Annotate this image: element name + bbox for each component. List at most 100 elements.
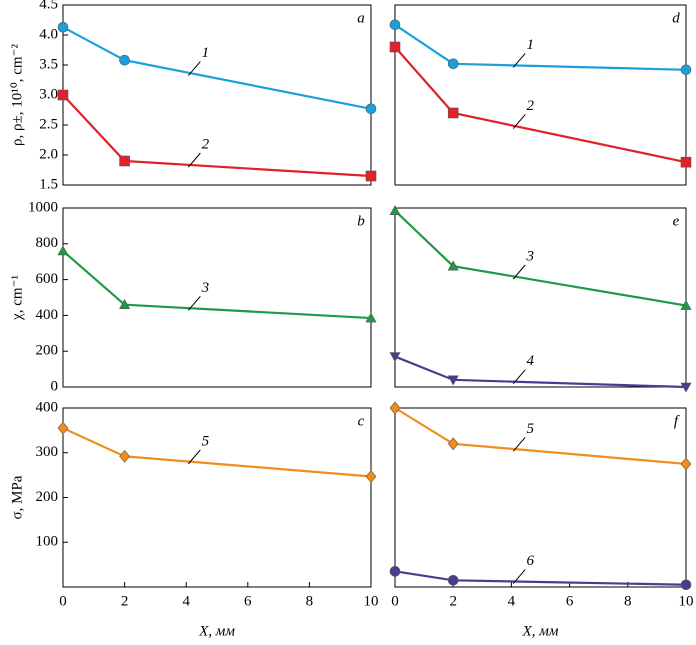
marker bbox=[680, 64, 692, 76]
curve-label: 3 bbox=[525, 248, 534, 264]
marker bbox=[680, 156, 692, 168]
marker bbox=[680, 457, 692, 471]
marker bbox=[447, 437, 459, 451]
y-tick-label: 2.0 bbox=[39, 146, 58, 162]
curve-label-leader bbox=[187, 61, 201, 76]
y-tick-label: 4.5 bbox=[39, 0, 58, 12]
y-tick-label: 600 bbox=[36, 271, 59, 287]
y-tick-label: 400 bbox=[36, 399, 59, 415]
curve-label-leader bbox=[187, 449, 201, 465]
plot-frame bbox=[62, 407, 372, 588]
x-tick-label: 4 bbox=[508, 593, 516, 609]
series-line bbox=[62, 94, 372, 178]
marker bbox=[447, 58, 459, 70]
marker bbox=[680, 382, 692, 393]
marker bbox=[389, 566, 401, 577]
y-tick-label: 300 bbox=[36, 444, 59, 460]
series-line bbox=[394, 23, 687, 71]
curve-label-leader bbox=[512, 569, 526, 584]
x-tick-label: 4 bbox=[182, 593, 190, 609]
curve-label: 1 bbox=[202, 45, 210, 61]
marker bbox=[447, 107, 459, 119]
y-axis-label: σ, MPa bbox=[9, 475, 25, 519]
marker bbox=[680, 299, 692, 310]
curve-label: 2 bbox=[526, 98, 534, 114]
marker bbox=[57, 421, 69, 435]
panel-letter: e bbox=[673, 213, 680, 229]
marker bbox=[365, 312, 377, 323]
x-tick-label: 0 bbox=[59, 593, 67, 609]
curve-label: 2 bbox=[202, 137, 210, 153]
curve-label: 4 bbox=[526, 353, 534, 369]
y-tick-label: 200 bbox=[36, 343, 59, 359]
y-tick-label: 400 bbox=[36, 307, 59, 323]
curve-label-leader bbox=[512, 53, 526, 68]
y-tick-label: 1000 bbox=[28, 199, 58, 215]
panel-letter: c bbox=[358, 413, 365, 429]
y-axis-label: ρ, ρ±, 10¹⁰, cm⁻² bbox=[9, 44, 25, 146]
panel-letter: d bbox=[672, 10, 680, 26]
x-axis-label: X, мм bbox=[198, 623, 235, 639]
marker bbox=[365, 469, 377, 483]
marker bbox=[57, 245, 69, 256]
curve-label-leader bbox=[512, 437, 526, 452]
curve-label: 5 bbox=[202, 433, 210, 449]
curve-label: 1 bbox=[526, 37, 534, 53]
x-tick-label: 10 bbox=[679, 593, 694, 609]
panel-letter: b bbox=[357, 213, 365, 229]
marker bbox=[447, 375, 459, 386]
curve-label: 6 bbox=[526, 553, 534, 569]
y-tick-label: 200 bbox=[36, 489, 59, 505]
series-line bbox=[394, 209, 687, 307]
curve-label-leader bbox=[512, 369, 526, 385]
series-line bbox=[62, 250, 372, 320]
plot-frame bbox=[394, 407, 687, 588]
y-tick-label: 100 bbox=[36, 534, 59, 550]
marker bbox=[389, 352, 401, 363]
marker bbox=[119, 299, 131, 309]
y-tick-label: 4.0 bbox=[39, 26, 58, 42]
curve-label: 5 bbox=[526, 421, 534, 437]
marker bbox=[57, 89, 69, 101]
x-tick-label: 6 bbox=[566, 593, 574, 609]
plot-frame bbox=[394, 4, 687, 186]
series-line bbox=[62, 427, 372, 478]
marker bbox=[447, 574, 459, 586]
marker bbox=[119, 54, 130, 66]
y-axis-label: χ, cm⁻¹ bbox=[9, 275, 25, 321]
plot-frame bbox=[62, 4, 372, 186]
curve-label-leader bbox=[512, 114, 526, 129]
marker bbox=[57, 21, 69, 33]
curve-label: 3 bbox=[201, 280, 210, 296]
y-tick-label: 0 bbox=[51, 378, 59, 394]
curve-label-leader bbox=[187, 152, 201, 168]
y-tick-label: 2.5 bbox=[39, 116, 58, 132]
x-tick-label: 0 bbox=[391, 593, 399, 609]
series-line bbox=[394, 46, 687, 164]
marker bbox=[389, 401, 401, 415]
x-tick-label: 8 bbox=[624, 593, 632, 609]
marker bbox=[680, 579, 692, 591]
marker bbox=[365, 170, 377, 182]
y-tick-label: 1.5 bbox=[39, 176, 58, 192]
series-line bbox=[62, 26, 372, 110]
x-tick-label: 2 bbox=[449, 593, 457, 609]
marker bbox=[447, 260, 459, 271]
x-axis-label: X, мм bbox=[522, 623, 559, 639]
panel-letter: f bbox=[674, 413, 680, 429]
marker bbox=[389, 205, 401, 215]
series-line bbox=[394, 355, 687, 389]
x-tick-label: 2 bbox=[121, 593, 129, 609]
marker bbox=[119, 155, 130, 167]
marker bbox=[389, 41, 401, 53]
marker bbox=[365, 103, 377, 115]
plot-frame bbox=[62, 207, 372, 388]
x-tick-label: 8 bbox=[306, 593, 314, 609]
y-tick-label: 3.0 bbox=[39, 86, 58, 102]
series-line bbox=[394, 407, 687, 466]
curve-label-leader bbox=[512, 264, 526, 280]
plot-frame bbox=[394, 207, 687, 388]
series-line bbox=[394, 570, 687, 586]
curve-label-leader bbox=[187, 296, 201, 311]
